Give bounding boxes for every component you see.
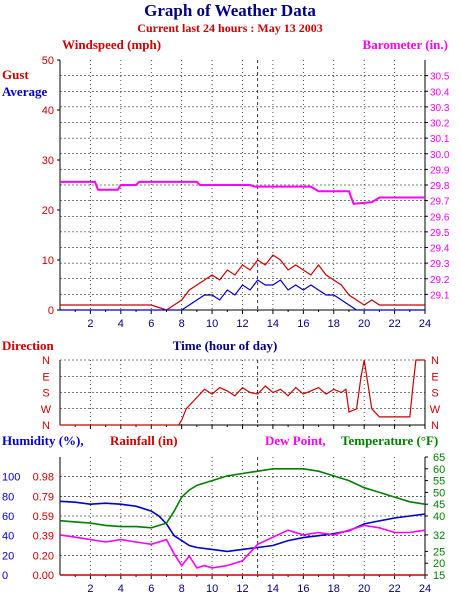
time-tick-label: 14: [267, 318, 279, 330]
time-tick-label: 24: [419, 318, 431, 330]
windspeed-tick-label: 30: [42, 155, 54, 167]
barometer-tick-label: 30.2: [430, 119, 450, 130]
direction-tick-label-right: S: [431, 388, 438, 400]
barometer-tick-label: 29.6: [430, 212, 450, 223]
rainfall-tick-label: 0.59: [33, 511, 54, 523]
barometer-tick-label: 30.4: [430, 87, 450, 98]
time-tick-label: 8: [179, 583, 185, 595]
direction-tick-label-left: S: [42, 388, 49, 400]
temperature-tick-label: 45: [433, 499, 445, 511]
windspeed-tick-label: 40: [42, 105, 54, 117]
direction-tick-label-left: W: [41, 404, 52, 416]
time-tick-label: 18: [328, 318, 340, 330]
temperature-tick-label: 15: [433, 570, 445, 582]
time-tick-label: 12: [236, 318, 248, 330]
barometer-tick-label: 29.1: [430, 290, 450, 301]
rainfall-tick-label: 0.00: [33, 570, 54, 582]
gust-legend-label: Gust: [2, 67, 29, 82]
time-tick-label: 10: [206, 318, 218, 330]
time-tick-label: 8: [179, 318, 185, 330]
time-tick-label: 18: [328, 583, 340, 595]
direction-axis-label: Direction: [2, 338, 55, 353]
series-dew-point-line: [59, 524, 426, 569]
time-tick-label: 4: [118, 583, 124, 595]
page-title: Graph of Weather Data: [144, 1, 316, 20]
direction-tick-label-right: N: [431, 420, 439, 432]
time-tick-label: 24: [419, 583, 431, 595]
series-temperature-line: [59, 467, 426, 529]
temperature-tick-label: 50: [433, 487, 445, 499]
direction-tick-label-left: N: [42, 355, 50, 367]
barometer-tick-label: 29.5: [430, 228, 450, 239]
direction-tick-label-right: W: [430, 404, 441, 416]
direction-tick-label-right: E: [431, 371, 438, 383]
barometer-tick-label: 29.8: [430, 181, 450, 192]
time-tick-label: 2: [87, 583, 93, 595]
windspeed-tick-label: 50: [42, 55, 54, 67]
barometer-tick-label: 29.2: [430, 275, 450, 286]
temperature-tick-label: 20: [433, 558, 445, 570]
time-tick-label: 6: [148, 318, 154, 330]
time-tick-label: 2: [87, 318, 93, 330]
barometer-tick-label: 29.3: [430, 259, 450, 270]
series-barometer-line: [60, 180, 425, 205]
barometer-tick-label: 29.9: [430, 165, 450, 176]
barometer-tick-label: 29.4: [430, 244, 450, 255]
humidity-tick-label: 40: [2, 531, 14, 543]
time-tick-label: 4: [118, 318, 124, 330]
rainfall-tick-label: 0.39: [33, 531, 54, 543]
barometer-tick-label: 29.7: [430, 197, 450, 208]
temperature-tick-label: 55: [433, 476, 445, 488]
humidity-axis-label: Humidity (%),: [2, 433, 84, 448]
chart-panels: 0102030405029.129.229.329.429.529.629.72…: [2, 55, 450, 595]
temperature-axis-label: Temperature (°F): [341, 433, 438, 448]
windspeed-axis-label: Windspeed (mph): [62, 37, 161, 52]
barometer-tick-label: 30.5: [430, 72, 450, 83]
page-subtitle: Current last 24 hours : May 13 2003: [137, 21, 322, 35]
dewpoint-axis-label: Dew Point,: [265, 433, 326, 448]
direction-tick-label-left: N: [42, 420, 50, 432]
time-tick-label: 16: [297, 318, 309, 330]
temperature-tick-label: 32: [433, 530, 445, 542]
humidity-tick-label: 100: [2, 472, 20, 484]
windspeed-tick-label: 20: [42, 205, 54, 217]
time-tick-label: 6: [148, 583, 154, 595]
direction-tick-label-right: N: [431, 355, 439, 367]
series-gust-line: [60, 254, 425, 311]
series-average-line: [60, 279, 425, 311]
series-direction-line: [60, 359, 425, 426]
temperature-tick-label: 25: [433, 546, 445, 558]
temperature-tick-label: 60: [433, 464, 445, 476]
time-tick-label: 22: [388, 318, 400, 330]
time-tick-label: 22: [388, 583, 400, 595]
time-tick-label: 14: [267, 583, 279, 595]
humidity-tick-label: 60: [2, 511, 14, 523]
time-tick-label: 10: [206, 583, 218, 595]
barometer-axis-label: Barometer (in.): [363, 37, 448, 52]
time-tick-label: 20: [358, 583, 370, 595]
rainfall-tick-label: 0.20: [33, 550, 54, 562]
average-legend-label: Average: [2, 84, 47, 99]
time-tick-label: 16: [297, 583, 309, 595]
temperature-tick-label: 40: [433, 511, 445, 523]
time-tick-label: 12: [236, 583, 248, 595]
time-axis-label: Time (hour of day): [173, 338, 278, 353]
humidity-tick-label: 20: [2, 550, 14, 562]
rainfall-tick-label: 0.79: [33, 491, 54, 503]
direction-tick-label-left: E: [42, 371, 49, 383]
time-tick-label: 20: [358, 318, 370, 330]
windspeed-tick-label: 0: [48, 305, 54, 317]
temperature-tick-label: 65: [433, 452, 445, 464]
windspeed-tick-label: 10: [42, 255, 54, 267]
barometer-tick-label: 30.0: [430, 150, 450, 161]
rainfall-axis-label: Rainfall (in): [110, 433, 178, 448]
rainfall-tick-label: 0.98: [33, 472, 54, 484]
humidity-tick-label: 0: [2, 570, 8, 582]
barometer-tick-label: 30.1: [430, 134, 450, 145]
barometer-tick-label: 30.3: [430, 103, 450, 114]
humidity-tick-label: 80: [2, 491, 14, 503]
